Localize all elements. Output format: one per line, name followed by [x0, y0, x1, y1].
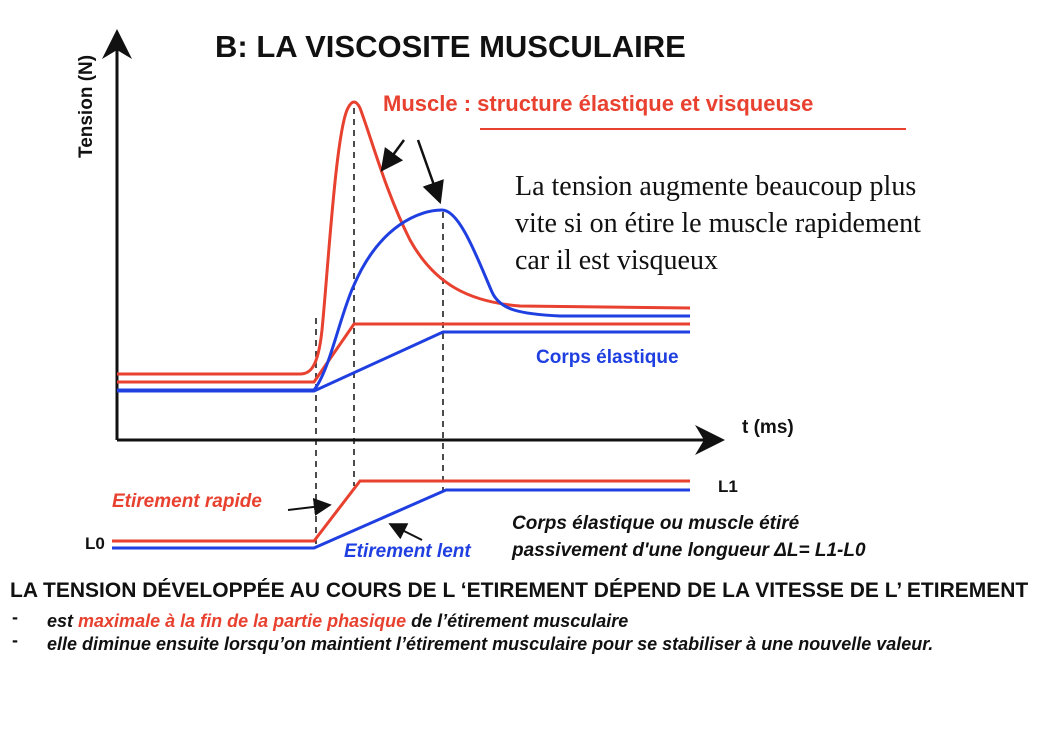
elastic-fast-curve [117, 322, 690, 384]
muscle-fast-curve [117, 100, 691, 376]
y-axis-label: Tension (N) [76, 55, 97, 158]
bullet-1-highlight: maximale à la fin de la partie phasique [78, 611, 407, 631]
muscle-slow-curve [117, 208, 690, 392]
conclusion-block: LA TENSION DÉVELOPPÉE AU COURS DE L ‘ETI… [10, 578, 1050, 656]
conclusion-heading: LA TENSION DÉVELOPPÉE AU COURS DE L ‘ETI… [10, 579, 1029, 602]
note-line-1: La tension augmente beaucoup plus [515, 171, 916, 202]
arrow-slow-stretch [388, 523, 423, 541]
arrow-to-fast-peak [380, 139, 406, 172]
length-fast-curve [112, 479, 690, 543]
note-line-2: vite si on étire le muscle rapidement [515, 208, 921, 239]
bullet-item-2: - elle diminue ensuite lorsqu’on maintien… [10, 630, 1050, 656]
fast-stretch-label: Etirement rapide [112, 491, 262, 512]
bullet-item-1: - est maximale à la fin de la partie phas… [10, 607, 1050, 633]
bullet-2-text: elle diminue ensuite lorsqu’on maintient… [47, 634, 934, 654]
note-line-3: car il est visqueux [515, 245, 718, 276]
figure-title: B: LA VISCOSITE MUSCULAIRE [215, 29, 686, 64]
description-line-1: Corps élastique ou muscle étiré [512, 513, 800, 534]
corps-elastique-label: Corps élastique [536, 347, 679, 368]
delta-l-formula: ΔL= L1-L0 [773, 540, 866, 561]
description-text: passivement d'une longueur [511, 540, 774, 561]
arrow-to-slow-peak [416, 139, 444, 205]
bullet-list: - est maximale à la fin de la partie phas… [10, 607, 1050, 656]
l1-label: L1 [718, 477, 738, 496]
length-slow-curve [112, 488, 690, 550]
bullet-1-after: de l’étirement musculaire [406, 611, 629, 631]
description-line-2: passivement d'une longueur ΔL= L1-L0 [511, 540, 866, 561]
bullet-1-before: est [47, 611, 79, 631]
muscle-label: Muscle : structure élastique et visqueus… [383, 91, 813, 116]
slow-stretch-label: Etirement lent [344, 541, 471, 562]
bullet-dash: - [12, 607, 18, 627]
elastic-slow-curve [117, 330, 690, 393]
bullet-dash: - [12, 630, 18, 650]
x-axis-label: t (ms) [742, 417, 794, 438]
arrow-fast-stretch [287, 497, 332, 516]
l0-label: L0 [85, 534, 105, 553]
